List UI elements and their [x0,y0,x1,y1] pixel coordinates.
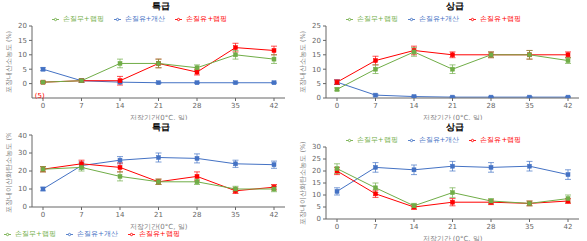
html-text:손질무+랩핑: 손질무+랩핑 [62,15,104,23]
html-text:손질유+개산: 손질유+개산 [76,230,118,238]
html-text:손질유+랩핑: 손질유+랩핑 [480,136,522,144]
svg-text:28: 28 [487,223,496,231]
svg-text:15: 15 [312,179,321,187]
svg-text:0: 0 [41,211,45,219]
svg-text:20: 20 [18,167,27,175]
svg-text:20: 20 [18,22,27,30]
html-text:특급: 특급 [151,122,170,132]
html-text:손질유+개산: 손질유+개산 [418,136,460,144]
svg-text:저장기간 (0°C, 일): 저장기간 (0°C, 일) [423,235,483,241]
svg-text:0: 0 [23,203,27,211]
svg-text:0: 0 [317,94,321,102]
svg-text:20: 20 [312,167,321,175]
svg-text:21: 21 [154,102,163,110]
svg-text:28: 28 [193,211,202,219]
svg-text:10: 10 [312,191,321,199]
svg-text:28: 28 [193,102,202,110]
svg-text:포장내산소농도 (%): 포장내산소농도 (%) [8,31,13,93]
svg-text:0: 0 [335,102,339,110]
svg-text:21: 21 [154,211,163,219]
svg-text:10: 10 [18,185,27,193]
html-text:손질무+랩핑: 손질무+랩핑 [356,136,398,144]
svg-text:20: 20 [312,37,321,45]
html-text:상급: 상급 [445,1,464,11]
svg-text:42: 42 [270,102,279,110]
html-text:상급: 상급 [445,122,464,132]
svg-text:0: 0 [317,215,321,223]
html-text:손질무+랩핑: 손질무+랩핑 [15,230,56,238]
svg-text:25: 25 [312,155,321,163]
svg-text:10: 10 [312,66,321,74]
svg-text:15: 15 [18,37,27,45]
svg-text:15: 15 [312,51,321,59]
html-text:손질무+랩핑: 손질무+랩핑 [356,15,398,23]
svg-text:(5): (5) [35,92,45,100]
svg-text:25: 25 [312,22,321,30]
html-text:손질유+개산: 손질유+개산 [418,15,460,23]
html-text:손질유+랩핑: 손질유+랩핑 [186,15,228,23]
svg-text:40: 40 [18,133,27,139]
svg-text:14: 14 [116,102,125,110]
svg-text:21: 21 [448,223,457,231]
html-text:특급: 특급 [151,1,170,11]
svg-text:0: 0 [335,223,339,231]
svg-text:7: 7 [373,102,377,110]
svg-text:42: 42 [270,211,279,219]
html-text:손질유+개산: 손질유+개산 [124,15,166,23]
svg-text:21: 21 [448,102,457,110]
svg-text:30: 30 [18,149,27,157]
svg-text:14: 14 [410,223,419,231]
svg-text:14: 14 [116,211,125,219]
svg-text:35: 35 [525,223,534,231]
svg-text:42: 42 [564,102,573,110]
svg-text:포장내이산화탄소농도 (%): 포장내이산화탄소농도 (%) [8,133,13,213]
svg-text:5: 5 [317,80,321,88]
svg-text:10: 10 [18,51,27,59]
svg-text:저장기간(0°C, 일): 저장기간(0°C, 일) [130,114,188,120]
svg-text:35: 35 [231,102,240,110]
html-text:손질유+랩핑: 손질유+랩핑 [138,230,180,238]
svg-text:28: 28 [487,102,496,110]
svg-text:저장기간(0°C, 일): 저장기간(0°C, 일) [130,223,188,231]
html-text:손질유+랩핑: 손질유+랩핑 [480,15,522,23]
svg-text:0: 0 [41,102,45,110]
svg-text:7: 7 [79,211,83,219]
svg-text:포장내이산화탄소농도 (%): 포장내이산화탄소농도 (%) [299,141,307,224]
svg-text:42: 42 [564,223,573,231]
svg-text:35: 35 [231,211,240,219]
svg-text:5: 5 [23,66,27,74]
svg-text:5: 5 [317,203,321,211]
svg-text:30: 30 [312,143,321,151]
svg-text:7: 7 [373,223,377,231]
svg-text:14: 14 [410,102,419,110]
svg-text:0: 0 [23,80,27,88]
svg-text:35: 35 [525,102,534,110]
svg-text:7: 7 [79,102,83,110]
svg-text:포장내산소농도 (%): 포장내산소농도 (%) [299,31,307,93]
svg-text:저장기간 (0°C, 일): 저장기간 (0°C, 일) [423,114,483,120]
